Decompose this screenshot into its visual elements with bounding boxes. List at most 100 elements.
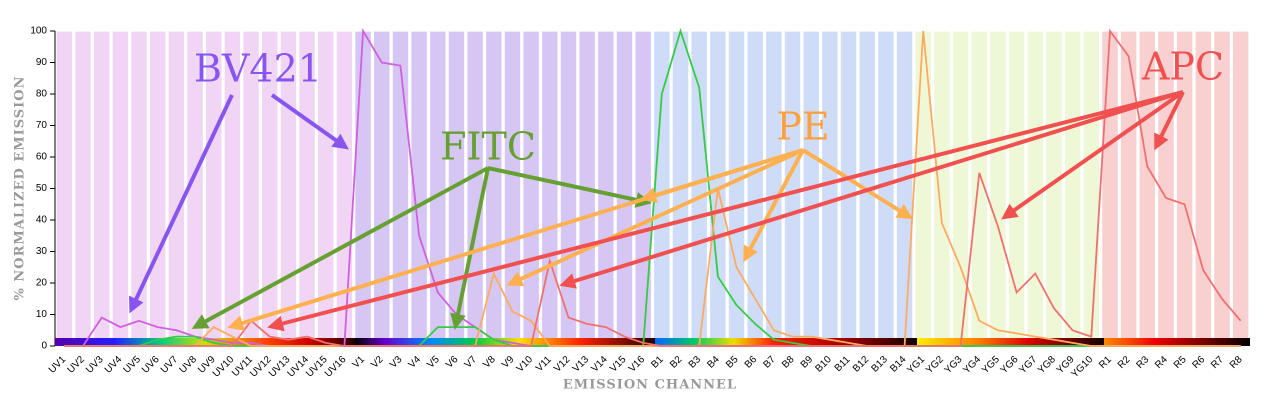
x-tick-label: YG10 — [1069, 354, 1095, 380]
channel-column — [615, 30, 634, 347]
x-tick-label: UV10 — [211, 354, 237, 380]
x-tick-label: YG2 — [924, 354, 946, 376]
y-tick-label: 80 — [36, 89, 48, 100]
arrow — [129, 94, 234, 314]
spectrum-uv — [55, 338, 355, 346]
y-axis-label: % NORMALIZED EMISSION — [13, 76, 28, 301]
channel-column — [596, 30, 615, 347]
x-tick-label: UV16 — [323, 354, 349, 380]
channel-column — [391, 30, 410, 347]
channel-column — [1101, 30, 1119, 347]
x-tick-label: B2 — [668, 354, 685, 371]
channel-column — [1119, 30, 1138, 347]
channel-column — [914, 30, 933, 347]
arrow — [267, 90, 1184, 332]
x-tick-label: UV8 — [177, 354, 199, 376]
x-tick-label: B8 — [780, 354, 797, 371]
x-tick-label: UV1 — [47, 354, 69, 376]
channel-column — [876, 30, 895, 347]
x-tick-label: B1 — [649, 354, 666, 371]
channel-column — [839, 30, 858, 347]
channel-column — [634, 30, 653, 347]
x-tick-label: B4 — [705, 354, 722, 371]
x-tick-label: V9 — [500, 354, 517, 371]
arrow — [1001, 90, 1185, 220]
spectrum-yg — [917, 338, 1104, 346]
arrow — [450, 167, 490, 330]
x-tick-label: B3 — [687, 354, 704, 371]
spectrum-r — [1104, 338, 1250, 346]
x-tick-label: YG3 — [943, 354, 965, 376]
channel-column — [988, 30, 1007, 347]
arrow — [743, 149, 805, 263]
channel-column — [1063, 30, 1082, 347]
x-tick-label: V15 — [608, 354, 629, 375]
x-tick-label: V16 — [627, 354, 648, 375]
x-tick-label: B9 — [799, 354, 816, 371]
x-tick-label: R7 — [1209, 354, 1226, 371]
channel-column — [466, 30, 485, 347]
channel-column — [354, 30, 373, 347]
x-tick-label: B13 — [870, 354, 891, 375]
x-tick-label: B11 — [833, 354, 853, 374]
x-tick-label: V10 — [515, 354, 536, 375]
x-tick-label: V7 — [463, 354, 480, 371]
x-tick-label: YG4 — [961, 354, 983, 376]
series-label: PE — [776, 105, 829, 149]
x-tick-label: B12 — [851, 354, 872, 375]
y-tick-label: 30 — [36, 246, 48, 257]
y-tick-label: 60 — [36, 152, 48, 163]
arrow — [559, 90, 1184, 289]
channel-column — [92, 30, 111, 347]
channel-column — [652, 30, 671, 347]
channel-column — [727, 30, 746, 347]
series-label: APC — [1141, 45, 1224, 89]
channel-column — [148, 30, 167, 347]
lines — [64, 27, 1242, 347]
x-tick-label: V4 — [407, 354, 424, 371]
arrows — [129, 90, 1185, 332]
series-label: BV421 — [194, 47, 322, 91]
y-tick-label: 20 — [36, 278, 48, 289]
y-tick-label: 100 — [30, 26, 47, 37]
arrow — [191, 166, 489, 329]
x-tick-label: YG7 — [1017, 354, 1039, 376]
x-tick-label: V8 — [481, 354, 498, 371]
x-tick-label: UV5 — [121, 354, 143, 376]
arrow — [270, 93, 349, 150]
x-tick-label: R3 — [1134, 354, 1151, 371]
channel-column — [895, 30, 914, 347]
arrow — [487, 166, 652, 208]
channel-column — [1082, 30, 1101, 347]
x-tick-label: UV4 — [103, 354, 125, 376]
channel-column — [335, 30, 354, 347]
x-tick-label: R4 — [1153, 354, 1170, 371]
channel-column — [820, 30, 839, 347]
x-tick-label: V3 — [388, 354, 405, 371]
channel-column — [783, 30, 802, 347]
arrow — [640, 148, 804, 203]
x-tick-label: YG1 — [905, 354, 927, 376]
x-tick-label: R1 — [1097, 354, 1114, 371]
channel-column — [522, 30, 541, 347]
x-tick-label: UV3 — [84, 354, 106, 376]
channel-column — [1231, 30, 1250, 347]
x-tick-label: B14 — [888, 354, 909, 375]
x-tick-label: R5 — [1172, 354, 1189, 371]
channel-column — [55, 30, 74, 347]
channel-column — [540, 30, 559, 347]
x-tick-label: V14 — [589, 354, 610, 375]
x-tick-label: V12 — [552, 354, 573, 375]
x-tick-label: B6 — [743, 354, 760, 371]
x-tick-label: R6 — [1190, 354, 1207, 371]
y-tick-label: 0 — [41, 341, 47, 352]
channel-column — [167, 30, 186, 347]
arrow — [801, 148, 914, 220]
x-tick-label: B7 — [761, 354, 778, 371]
channel-column — [1026, 30, 1045, 347]
channel-column — [1007, 30, 1026, 347]
channel-column — [130, 30, 148, 347]
x-tick-label: V1 — [351, 354, 368, 371]
y-tick-label: 10 — [36, 309, 48, 320]
